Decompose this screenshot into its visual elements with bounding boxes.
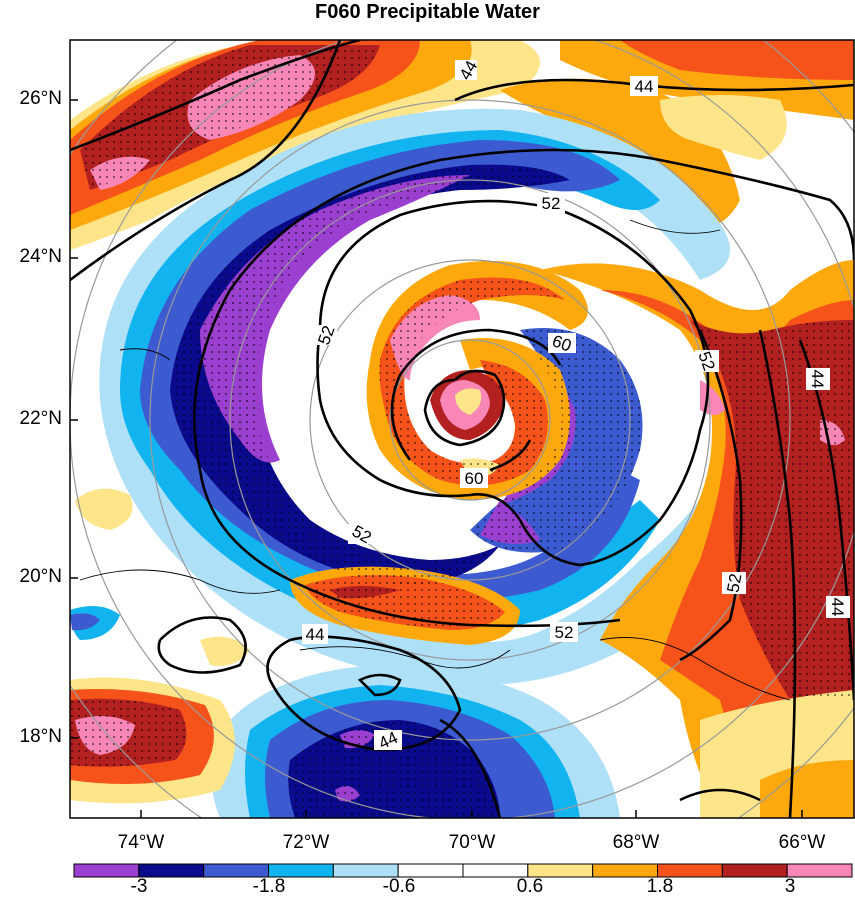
colorbar-tick-label: 0.6 — [516, 876, 544, 897]
lat-label-18n: 18°N — [19, 726, 62, 747]
lon-label-68w: 68°W — [612, 832, 660, 853]
lat-label-22n: 22°N — [19, 408, 62, 429]
colorbar-tick-label: 1.8 — [646, 876, 674, 897]
lat-label-26n: 26°N — [19, 88, 62, 109]
map-frame — [69, 39, 855, 819]
contour-label: 60 — [465, 469, 484, 488]
contour-44-east — [798, 339, 854, 701]
contour-label: 44 — [306, 625, 325, 644]
lon-label-70w: 70°W — [448, 832, 496, 853]
colorbar-tick-label: 3 — [784, 876, 796, 897]
axis-ticks — [70, 99, 803, 818]
contour-60-loop — [423, 369, 506, 447]
lon-label-66w: 66°W — [778, 832, 826, 853]
contour-44-south — [266, 635, 462, 752]
lon-label-74w: 74°W — [117, 832, 165, 853]
contour-label: 52 — [723, 572, 745, 594]
contour-label: 52 — [542, 194, 561, 213]
colorbar-swatches — [73, 863, 853, 878]
colorbar-swatch — [786, 863, 853, 878]
contour-60-inner — [390, 328, 562, 461]
contour-label: 44 — [808, 370, 827, 389]
colorbar-tick-label: -3 — [130, 876, 148, 897]
map-title: F060 Precipitable Water — [315, 1, 540, 23]
stipple-overlay — [70, 45, 854, 818]
thick-contours — [70, 40, 854, 818]
contour-52-spiral — [316, 199, 710, 567]
lon-label-72w: 72°W — [282, 832, 330, 853]
contour-label: 52 — [555, 623, 574, 642]
contour-52-outer — [192, 148, 854, 471]
lat-label-24n: 24°N — [19, 246, 62, 267]
contour-label: 44 — [635, 77, 654, 96]
lat-label-20n: 20°N — [19, 566, 62, 587]
colorbar-tick-label: -1.8 — [252, 876, 286, 897]
contour-52-east — [679, 329, 743, 662]
colorbar-tick-label: -0.6 — [382, 876, 416, 897]
contour-label: 44 — [828, 598, 847, 617]
contour-label-group: 44 44 52 52 60 60 52 52 52 52 44 44 44 — [302, 57, 850, 753]
